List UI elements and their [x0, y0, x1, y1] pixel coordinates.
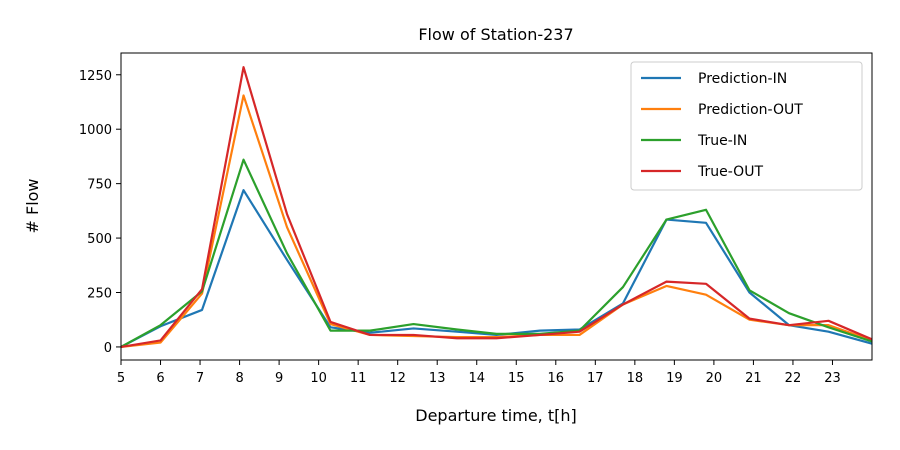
x-tick-label: 17 — [587, 371, 604, 386]
legend-label-true-in: True-IN — [697, 133, 747, 149]
x-tick-label: 7 — [196, 371, 204, 386]
y-tick-label: 1000 — [79, 123, 112, 138]
x-tick-label: 10 — [310, 371, 327, 386]
x-axis-title: Departure time, t[h] — [415, 406, 577, 425]
x-tick-label: 12 — [389, 371, 406, 386]
legend-box — [630, 61, 863, 191]
y-tick-label: 500 — [87, 232, 112, 247]
y-axis-title: # Flow — [23, 178, 42, 233]
series-line-true-out — [121, 66, 872, 349]
x-tick-label: 5 — [117, 371, 125, 386]
x-tick-label: 9 — [275, 371, 283, 386]
x-tick-label: 8 — [235, 371, 243, 386]
y-tick-label: 750 — [87, 178, 112, 193]
series-line-true-in — [121, 158, 872, 349]
legend: Prediction-IN Prediction-OUT True-IN True-O… — [630, 61, 863, 191]
x-tick-label: 20 — [706, 371, 723, 386]
plot-frame — [120, 52, 873, 361]
y-tick-label: 250 — [87, 287, 112, 302]
x-tick-label: 19 — [666, 371, 683, 386]
x-axis: 5 6 7 8 9 10 11 12 13 14 15 16 17 18 19 20 21 22 23 — [117, 360, 841, 386]
y-tick-label: 1250 — [79, 69, 112, 84]
legend-label-true-out: True-OUT — [697, 164, 763, 180]
series-layer — [121, 66, 872, 349]
x-tick-label: 14 — [468, 371, 485, 386]
legend-label-prediction-out: Prediction-OUT — [698, 102, 803, 118]
x-tick-label: 6 — [156, 371, 164, 386]
y-axis: 0 250 500 750 1000 1250 — [79, 69, 121, 356]
x-tick-label: 15 — [508, 371, 525, 386]
chart-title: Flow of Station-237 — [418, 25, 573, 44]
x-tick-label: 18 — [627, 371, 644, 386]
y-tick-label: 0 — [104, 341, 112, 356]
x-tick-label: 11 — [350, 371, 367, 386]
x-tick-label: 13 — [429, 371, 446, 386]
legend-label-prediction-in: Prediction-IN — [698, 71, 787, 87]
x-tick-label: 22 — [785, 371, 802, 386]
x-tick-label: 16 — [548, 371, 565, 386]
x-tick-label: 23 — [824, 371, 841, 386]
x-tick-label: 21 — [745, 371, 762, 386]
